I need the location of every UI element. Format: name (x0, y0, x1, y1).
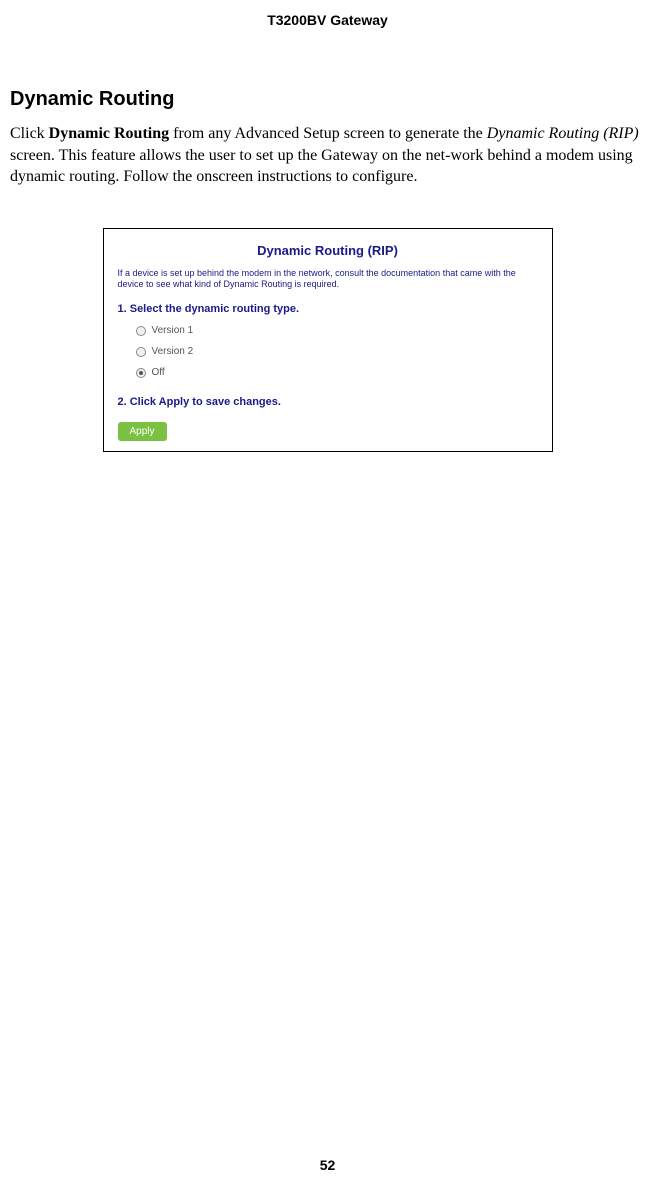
radio-group: Version 1 Version 2 Off (136, 325, 538, 378)
radio-icon (136, 368, 146, 378)
radio-label: Version 2 (152, 346, 194, 357)
radio-icon (136, 347, 146, 357)
radio-label: Version 1 (152, 325, 194, 336)
page-number: 52 (0, 1157, 655, 1173)
page-content: Dynamic Routing Click Dynamic Routing fr… (0, 28, 655, 452)
page-number-value: 52 (320, 1157, 336, 1173)
section-body: Click Dynamic Routing from any Advanced … (10, 123, 645, 188)
apply-button[interactable]: Apply (118, 422, 167, 441)
body-text-mid: from any Advanced Setup screen to genera… (169, 125, 487, 142)
step-2-label: 2. Click Apply to save changes. (118, 396, 538, 408)
screenshot-helper-text: If a device is set up behind the modem i… (118, 268, 538, 291)
body-text-italic: Dynamic Routing (RIP) (487, 125, 639, 142)
radio-off[interactable]: Off (136, 367, 538, 378)
body-text-prefix: Click (10, 125, 49, 142)
body-text-bold: Dynamic Routing (49, 125, 169, 142)
screenshot-title: Dynamic Routing (RIP) (118, 243, 538, 258)
step-1-label: 1. Select the dynamic routing type. (118, 303, 538, 315)
page-header: T3200BV Gateway (0, 0, 655, 28)
radio-icon (136, 326, 146, 336)
radio-version-2[interactable]: Version 2 (136, 346, 538, 357)
body-text-suffix: screen. This feature allows the user to … (10, 147, 633, 186)
radio-version-1[interactable]: Version 1 (136, 325, 538, 336)
document-title: T3200BV Gateway (267, 12, 388, 28)
radio-label: Off (152, 367, 165, 378)
embedded-screenshot: Dynamic Routing (RIP) If a device is set… (103, 228, 553, 452)
section-heading: Dynamic Routing (10, 88, 645, 111)
